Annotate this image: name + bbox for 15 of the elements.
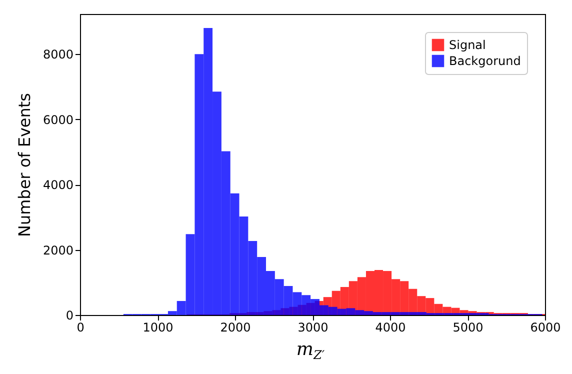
y-tick-label: 4000 [42,178,74,192]
x-tick-label: 6000 [530,320,561,334]
x-tick-label: 2000 [220,320,251,334]
y-tick-label: 0 [66,308,74,322]
x-tick-label: 3000 [298,320,328,334]
y-tick-label: 8000 [42,48,74,62]
x-tick-label: 0 [76,320,84,334]
legend-label: Signal [449,38,486,52]
y-axis-title: Number of Events [14,92,34,238]
x-tick-label: 4000 [375,320,406,334]
x-tick-label: 1000 [142,320,174,334]
x-tick-label: 5000 [452,320,484,334]
legend-label: Backgorund [449,54,521,68]
y-tick-label: 6000 [42,112,74,127]
y-tick-label: 2000 [42,243,74,258]
